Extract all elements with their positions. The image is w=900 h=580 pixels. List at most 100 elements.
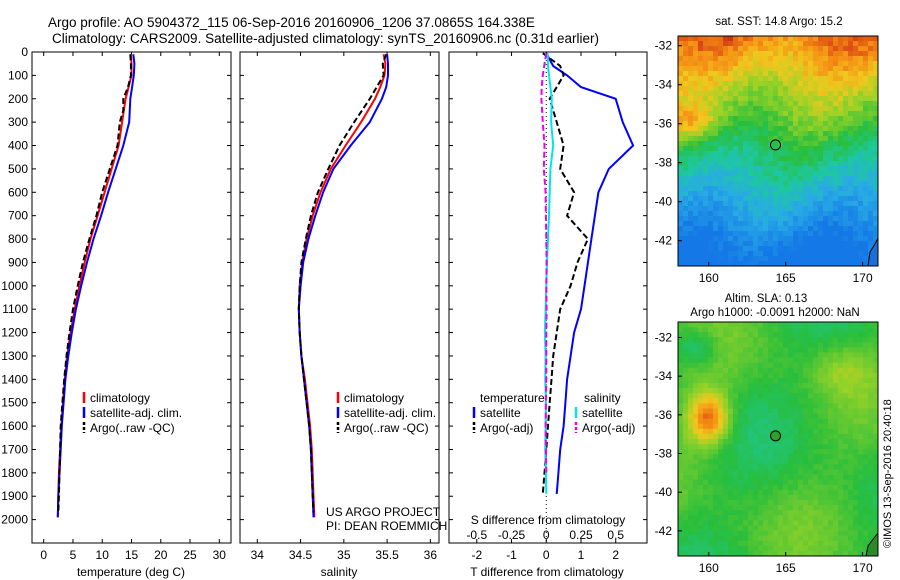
- map-cell: [773, 206, 779, 212]
- map-cell: [873, 56, 879, 62]
- map-cell: [768, 520, 774, 526]
- map-cell: [853, 388, 859, 394]
- map-cell: [823, 241, 829, 247]
- map-cell: [758, 161, 764, 167]
- map-cell: [688, 261, 694, 267]
- map-cell: [813, 116, 819, 122]
- map-cell: [843, 131, 849, 137]
- map-cell: [788, 403, 794, 409]
- lat-tick-label: -38: [655, 156, 673, 170]
- map-cell: [783, 61, 789, 67]
- map-cell: [858, 221, 864, 227]
- map-cell: [858, 357, 864, 363]
- map-cell: [848, 393, 854, 399]
- map-cell: [698, 474, 704, 480]
- map-cell: [678, 383, 684, 389]
- map-cell: [738, 510, 744, 516]
- map-cell: [778, 46, 784, 52]
- map-cell: [693, 327, 699, 333]
- map-cell: [853, 236, 859, 242]
- map-cell: [698, 46, 704, 52]
- map-cell: [798, 332, 804, 338]
- map-cell: [703, 66, 709, 72]
- map-cell: [763, 71, 769, 77]
- map-cell: [753, 171, 759, 177]
- map-cell: [848, 388, 854, 394]
- map-cell: [788, 418, 794, 425]
- map-cell: [723, 181, 729, 187]
- map-cell: [778, 423, 784, 430]
- map-cell: [783, 357, 789, 363]
- map-cell: [843, 444, 849, 450]
- map-cell: [823, 474, 829, 480]
- map-cell: [738, 51, 744, 57]
- map-cell: [713, 393, 719, 399]
- map-cell: [813, 505, 819, 511]
- map-cell: [703, 413, 709, 419]
- map-cell: [803, 357, 809, 363]
- map-cell: [748, 211, 754, 217]
- map-cell: [848, 489, 854, 496]
- map-cell: [858, 186, 864, 192]
- map-cell: [848, 494, 854, 501]
- map-cell: [758, 186, 764, 192]
- map-cell: [763, 66, 769, 72]
- map-cell: [748, 403, 754, 409]
- map-cell: [773, 76, 779, 82]
- map-cell: [868, 36, 874, 42]
- map-cell: [828, 362, 834, 369]
- map-cell: [818, 433, 824, 440]
- map-cell: [733, 171, 739, 177]
- map-cell: [833, 535, 839, 542]
- map-cell: [743, 216, 749, 222]
- map-cell: [723, 418, 729, 425]
- map-cell: [703, 515, 709, 521]
- map-cell: [733, 51, 739, 57]
- map-cell: [708, 459, 714, 465]
- map-cell: [858, 181, 864, 187]
- map-cell: [713, 342, 719, 348]
- map-cell: [803, 459, 809, 465]
- map-cell: [843, 66, 849, 72]
- map-cell: [758, 241, 764, 247]
- map-cell: [838, 505, 844, 511]
- map-cell: [778, 166, 784, 172]
- map-cell: [768, 525, 774, 531]
- map-cell: [678, 221, 684, 227]
- map-cell: [863, 337, 869, 343]
- map-cell: [793, 41, 799, 47]
- map-cell: [788, 146, 794, 152]
- map-cell: [703, 86, 709, 92]
- map-cell: [873, 510, 879, 516]
- map-cell: [823, 111, 829, 117]
- map-cell: [753, 398, 759, 404]
- map-cell: [853, 86, 859, 92]
- map-cell: [873, 96, 879, 102]
- map-cell: [728, 342, 734, 348]
- map-cell: [743, 206, 749, 212]
- map-cell: [733, 545, 739, 552]
- map-cell: [858, 418, 864, 425]
- map-cell: [858, 151, 864, 157]
- map-cell: [773, 91, 779, 97]
- map-cell: [733, 231, 739, 237]
- map-cell: [758, 71, 764, 77]
- map-cell: [698, 383, 704, 389]
- map-cell: [728, 51, 734, 57]
- map-cell: [788, 141, 794, 147]
- map-cell: [868, 464, 874, 470]
- map-cell: [718, 71, 724, 77]
- depth-tick-label: 800: [8, 232, 28, 246]
- map-cell: [713, 146, 719, 152]
- map-cell: [828, 176, 834, 182]
- map-cell: [698, 332, 704, 338]
- map-cell: [828, 71, 834, 77]
- map-cell: [803, 126, 809, 132]
- map-cell: [813, 131, 819, 137]
- map-cell: [738, 211, 744, 217]
- map-cell: [703, 156, 709, 162]
- map-cell: [808, 398, 814, 404]
- map-cell: [688, 211, 694, 217]
- map-cell: [873, 500, 879, 506]
- map-cell: [838, 36, 844, 42]
